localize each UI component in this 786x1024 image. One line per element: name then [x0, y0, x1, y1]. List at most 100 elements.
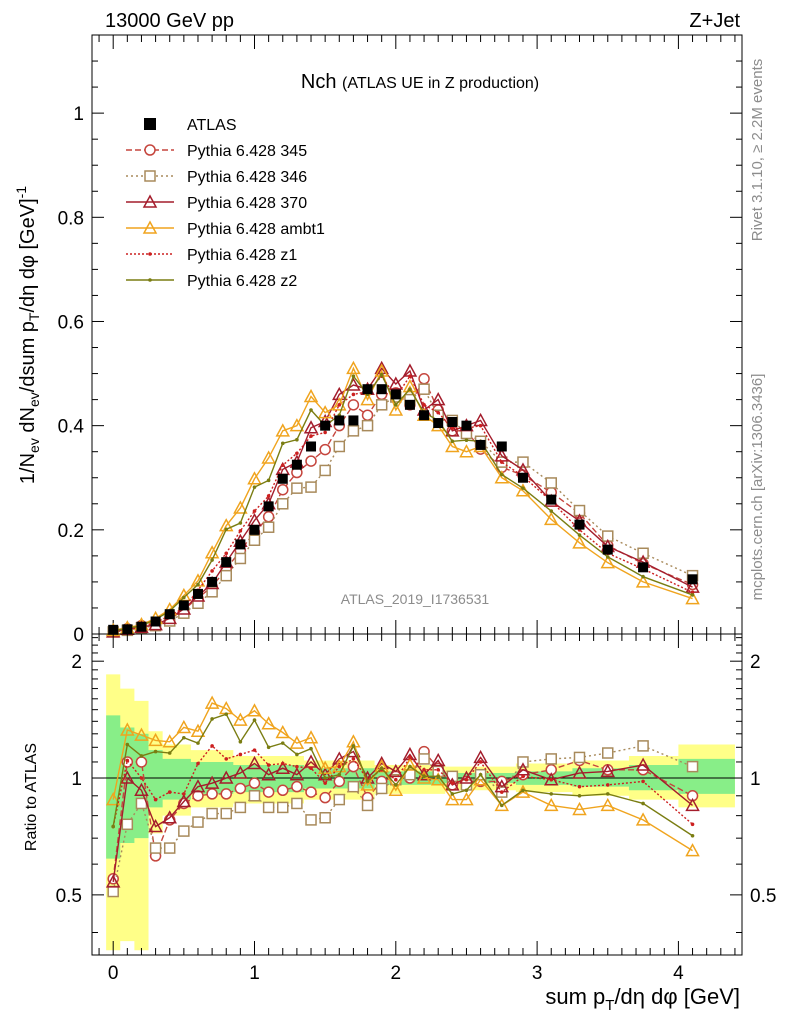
ratio-y-tick-label-right: 2: [750, 652, 761, 673]
data-marker-dot: [266, 478, 271, 483]
data-marker-square: [122, 624, 133, 635]
data-marker-triangle-open: [685, 797, 700, 812]
data-marker-dot: [422, 774, 426, 779]
data-marker-triangle-open: [543, 797, 559, 812]
data-marker-square-open: [418, 753, 430, 765]
data-marker-triangle-open: [430, 752, 446, 767]
data-marker-dot: [295, 752, 299, 757]
y-tick-label: 0.2: [58, 521, 84, 542]
data-marker-triangle-open: [685, 843, 700, 857]
data-marker-triangle-open: [261, 767, 276, 781]
series-line-pythia-6.428-z2: [113, 373, 693, 632]
data-marker-circle-open: [418, 373, 430, 385]
data-marker-square-open: [347, 425, 360, 437]
data-marker-triangle-open: [374, 759, 389, 773]
data-marker-square: [496, 441, 507, 452]
data-marker-square-open: [277, 498, 289, 510]
data-marker-square-open: [686, 760, 699, 773]
data-marker-triangle-open: [430, 392, 446, 406]
data-marker-square-open: [248, 534, 261, 546]
data-marker-triangle-open: [289, 735, 305, 749]
data-marker-circle-open: [361, 409, 374, 421]
data-marker-square-open: [262, 801, 275, 814]
data-marker-dot: [210, 717, 214, 721]
data-marker-square-open: [517, 456, 529, 468]
data-marker-triangle-open: [261, 450, 276, 464]
series-line-pythia-6.428-370: [113, 367, 693, 633]
data-marker-dot: [148, 278, 152, 282]
data-marker-square-open: [347, 780, 360, 793]
data-marker-square-open: [234, 801, 247, 814]
data-marker-dot: [351, 392, 356, 397]
data-marker-circle-open: [220, 788, 232, 800]
data-marker-dot: [295, 451, 299, 456]
data-marker-triangle-open: [247, 703, 262, 717]
data-marker-dot: [210, 744, 214, 748]
data-marker-square: [390, 389, 401, 400]
data-marker-triangle-open: [572, 801, 587, 816]
data-marker-square: [687, 574, 698, 585]
data-marker-square-open: [277, 801, 289, 814]
data-marker-triangle-open: [635, 574, 651, 588]
ratio-frame: [91, 633, 743, 956]
data-marker-triangle-open: [289, 418, 305, 432]
data-marker-dot: [224, 527, 229, 532]
data-marker-triangle-open: [275, 423, 291, 437]
data-marker-dot: [125, 742, 130, 747]
data-marker-triangle-open: [543, 511, 559, 526]
data-marker-dot: [605, 555, 610, 559]
data-marker-dot: [605, 783, 610, 787]
data-marker-circle-open: [277, 784, 289, 797]
y-tick-label: 0.8: [58, 208, 84, 229]
data-marker-dot: [125, 758, 130, 763]
data-marker-circle-open: [262, 786, 275, 798]
data-marker-triangle-open: [120, 722, 135, 736]
header-right: Z+Jet: [689, 10, 740, 32]
mcplots-reference-label: mcplots.cern.ch [arXiv:1306.3436]: [749, 374, 766, 601]
legend-label: ATLAS: [187, 117, 237, 134]
data-marker-dot: [280, 441, 285, 446]
data-marker-square-open: [637, 547, 649, 560]
data-marker-dot: [309, 746, 313, 751]
data-marker-dot: [295, 764, 299, 769]
data-marker-circle-open: [305, 455, 317, 467]
data-marker-circle-open: [291, 780, 303, 793]
data-marker-dot: [422, 768, 426, 772]
legend-label: Pythia 6.428 345: [187, 143, 307, 160]
data-marker-dot: [111, 824, 115, 829]
data-marker-dot: [690, 833, 695, 838]
ratio-line-pythia-6.428-ambt1: [112, 702, 693, 852]
ratio-line-pythia-6.428-346: [112, 745, 693, 892]
data-marker-dot: [436, 774, 440, 779]
data-marker-square: [263, 501, 274, 512]
data-marker-square-open: [333, 793, 346, 806]
x-tick-label: 3: [532, 963, 543, 984]
data-marker-dot: [478, 772, 483, 777]
data-marker-square-open: [418, 383, 430, 395]
data-marker-dot: [182, 735, 186, 740]
data-marker-triangle-open: [303, 388, 319, 403]
data-marker-dot: [521, 486, 525, 490]
data-marker-triangle-open: [233, 765, 248, 779]
data-marker-square-open: [262, 521, 275, 533]
data-marker-dot: [450, 439, 455, 444]
data-marker-dot: [309, 766, 313, 771]
uncertainty-band-1: [106, 715, 735, 859]
ratio-y-tick-label: 1: [71, 769, 82, 790]
data-marker-dot: [309, 408, 313, 412]
data-marker-triangle-open: [459, 770, 474, 784]
data-marker-dot: [252, 718, 257, 722]
data-marker-dot: [323, 776, 327, 780]
data-marker-square: [192, 588, 203, 599]
data-marker-dot: [351, 757, 356, 761]
data-marker-dot: [521, 788, 525, 793]
data-marker-square: [376, 384, 387, 395]
y-tick-label: 0: [73, 625, 84, 646]
ratio-y-tick-label: 2: [71, 652, 82, 673]
data-marker-square-open: [545, 753, 557, 765]
data-marker-triangle-open: [261, 716, 276, 730]
data-marker-dot: [309, 434, 313, 438]
data-marker-square-open: [206, 807, 218, 820]
data-marker-square: [638, 562, 649, 573]
legend-label: Pythia 6.428 z1: [187, 247, 297, 264]
